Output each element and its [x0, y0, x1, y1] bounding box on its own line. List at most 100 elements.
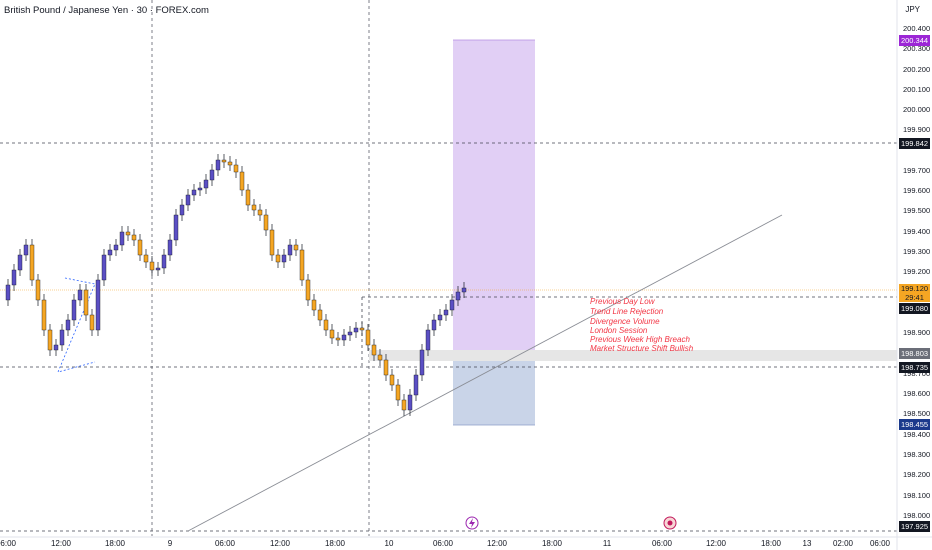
time-tick: 02:00: [833, 539, 854, 548]
price-tick: 198.700: [903, 369, 930, 378]
candle-body: [5, 284, 11, 301]
candle-body: [161, 254, 167, 269]
candle-body: [395, 384, 401, 401]
time-tick: 13: [803, 539, 812, 548]
time-tick: 06:00: [870, 539, 891, 548]
candle-body: [107, 249, 113, 256]
candle-body: [185, 194, 191, 206]
candle-body: [77, 289, 83, 301]
note-london-session: London Session: [590, 326, 648, 335]
candle-body: [281, 254, 287, 263]
price-tick: 198.500: [903, 409, 930, 418]
price-tick: 200.400: [903, 24, 930, 33]
time-axis: 06:00 12:00 18:00 9 06:00 12:00 18:00 10…: [0, 539, 891, 548]
candle-body: [209, 169, 215, 181]
time-tick: 18:00: [542, 539, 563, 548]
note-divergence-volume: Divergence Volume: [590, 317, 660, 326]
price-tick: 199.200: [903, 267, 930, 276]
candle-body: [221, 159, 227, 163]
time-tick: 06:00: [215, 539, 236, 548]
time-tick: 06:00: [652, 539, 673, 548]
candle-body: [335, 337, 341, 341]
entry-box-badge: 198.803: [899, 348, 930, 359]
candle-body: [293, 244, 299, 251]
candle-body: [65, 319, 71, 331]
candle-body: [371, 344, 377, 356]
candle-body: [263, 214, 269, 231]
lightning-icon[interactable]: [465, 516, 479, 530]
time-tick: 10: [385, 539, 394, 548]
candle-body: [275, 254, 281, 263]
candle-body: [143, 254, 149, 263]
candle-body: [47, 329, 53, 351]
note-market-structure-shift: Market Structure Shift Bullish: [590, 344, 694, 353]
candle-body: [311, 299, 317, 311]
candle-body: [317, 309, 323, 321]
time-tick: 06:00: [433, 539, 454, 548]
time-tick: 06:00: [0, 539, 17, 548]
candle-body: [443, 309, 449, 316]
candle-body: [113, 244, 119, 251]
price-tick: 198.600: [903, 389, 930, 398]
time-tick: 12:00: [270, 539, 291, 548]
note-previous-day-low: Previous Day Low: [590, 297, 656, 306]
candle-body: [83, 289, 89, 316]
price-tick: 199.400: [903, 227, 930, 236]
candle-body: [299, 249, 305, 281]
candle-body: [305, 279, 311, 301]
candle-body: [137, 239, 143, 256]
time-tick: 18:00: [105, 539, 126, 548]
candle-body: [11, 269, 17, 286]
note-previous-week-high-breach: Previous Week High Breach: [590, 335, 690, 344]
price-axis: 200.400 200.300 200.200 200.100 200.000 …: [903, 24, 930, 520]
price-tick: 199.600: [903, 186, 930, 195]
candle-body: [269, 229, 275, 256]
candle-body: [257, 209, 263, 216]
price-tick: 200.200: [903, 65, 930, 74]
candle-body: [233, 164, 239, 173]
target-zone: [453, 40, 535, 353]
price-tick: 198.200: [903, 470, 930, 479]
candle-body: [419, 349, 425, 376]
candle-body: [359, 327, 365, 331]
candle-body: [365, 329, 371, 346]
candle-body: [53, 344, 59, 351]
candle-body: [101, 254, 107, 281]
price-tick: 199.500: [903, 206, 930, 215]
candle-body: [401, 399, 407, 411]
candle-body: [89, 314, 95, 331]
candle-body: [287, 244, 293, 256]
price-tick: 200.000: [903, 105, 930, 114]
time-tick: 18:00: [761, 539, 782, 548]
time-tick: 12:00: [51, 539, 72, 548]
candle-body: [251, 204, 257, 211]
candle-body: [323, 319, 329, 331]
candle-body: [431, 319, 437, 331]
price-tick: 198.400: [903, 430, 930, 439]
candle-body: [17, 254, 23, 271]
candle-body: [353, 327, 359, 333]
calendar-event-icon[interactable]: [663, 516, 677, 530]
candle-body: [449, 299, 455, 311]
candle-body: [413, 374, 419, 396]
price-tick: 198.000: [903, 511, 930, 520]
trend-line: [187, 214, 783, 532]
candle-body: [455, 291, 461, 301]
entry-band: [369, 350, 897, 361]
symbol-title[interactable]: British Pound / Japanese Yen · 30 · FORE…: [4, 5, 209, 16]
price-tick: 198.900: [903, 328, 930, 337]
price-tick: 198.300: [903, 450, 930, 459]
bottom-price-badge: 197.925: [899, 521, 930, 532]
candle-body: [131, 234, 137, 241]
stop-price-badge: 198.455: [899, 419, 930, 430]
bar-countdown: 29:41: [905, 293, 924, 302]
target-price-badge: 200.344: [899, 35, 930, 46]
candle-body: [197, 187, 203, 191]
price-tick: 199.900: [903, 125, 930, 134]
candle-body: [377, 354, 383, 361]
candle-body: [347, 331, 353, 336]
candle-body: [215, 159, 221, 171]
candle-body: [167, 239, 173, 256]
candle-body: [329, 329, 335, 339]
